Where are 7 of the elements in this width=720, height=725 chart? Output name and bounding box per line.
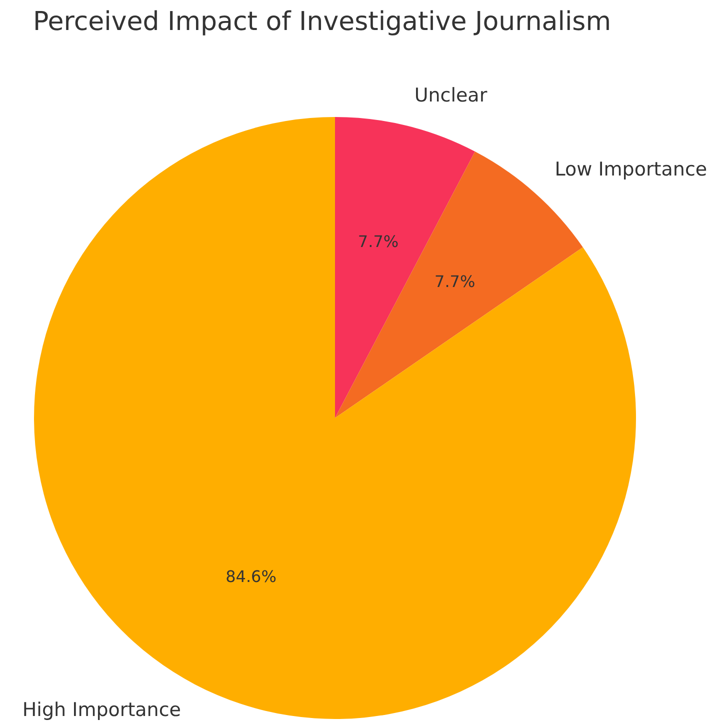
data-label: 7.7% (358, 232, 399, 251)
data-label: 84.6% (226, 567, 276, 586)
slice-label: Unclear (414, 84, 488, 106)
chart-title: Perceived Impact of Investigative Journalism (33, 6, 612, 37)
slice-label: Low Importance (554, 158, 708, 180)
slice-label: High Importance (22, 699, 181, 722)
data-label: 7.7% (434, 272, 476, 292)
